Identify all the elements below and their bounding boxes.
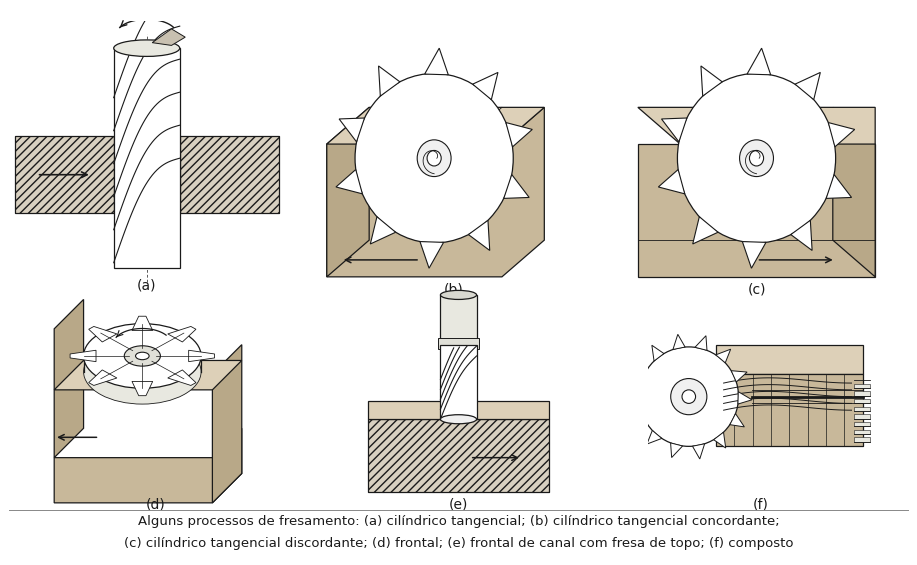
Polygon shape [670, 443, 682, 458]
Circle shape [639, 347, 738, 446]
Polygon shape [469, 220, 490, 250]
Polygon shape [631, 411, 646, 423]
Polygon shape [716, 345, 863, 374]
Polygon shape [168, 370, 196, 385]
Polygon shape [826, 175, 852, 198]
Polygon shape [854, 429, 869, 434]
Polygon shape [54, 428, 242, 503]
Polygon shape [168, 327, 196, 342]
Ellipse shape [440, 415, 477, 424]
Polygon shape [132, 381, 153, 395]
Ellipse shape [417, 140, 451, 177]
Text: (c) cilíndrico tangencial discordante; (d) frontal; (e) frontal de canal com fre: (c) cilíndrico tangencial discordante; (… [124, 537, 793, 550]
Polygon shape [506, 123, 532, 147]
Polygon shape [132, 316, 153, 331]
Polygon shape [189, 350, 215, 362]
Ellipse shape [114, 40, 180, 56]
Text: (c): (c) [747, 282, 766, 297]
Polygon shape [89, 370, 116, 385]
Polygon shape [730, 414, 745, 427]
Polygon shape [652, 345, 664, 361]
Polygon shape [828, 123, 855, 147]
Text: (b): (b) [444, 282, 464, 297]
Polygon shape [854, 384, 869, 388]
Polygon shape [743, 242, 766, 268]
Ellipse shape [740, 140, 773, 177]
Circle shape [682, 390, 696, 403]
Polygon shape [403, 107, 459, 144]
Polygon shape [152, 29, 185, 45]
Polygon shape [326, 107, 545, 144]
Polygon shape [854, 422, 869, 427]
Polygon shape [336, 170, 362, 194]
Polygon shape [625, 389, 640, 402]
Text: (d): (d) [146, 498, 166, 512]
Polygon shape [420, 242, 444, 268]
Polygon shape [795, 72, 821, 99]
Polygon shape [438, 338, 479, 349]
Polygon shape [695, 336, 707, 350]
Ellipse shape [678, 73, 835, 243]
Polygon shape [747, 48, 770, 75]
Ellipse shape [124, 346, 160, 366]
Polygon shape [503, 175, 529, 198]
Text: (e): (e) [448, 498, 469, 512]
Polygon shape [854, 437, 869, 442]
Polygon shape [833, 107, 875, 277]
Polygon shape [713, 432, 725, 448]
Ellipse shape [427, 150, 441, 166]
Polygon shape [440, 295, 477, 345]
Text: (a): (a) [137, 279, 157, 293]
Polygon shape [738, 392, 752, 404]
Ellipse shape [749, 150, 764, 166]
Polygon shape [213, 345, 242, 503]
Polygon shape [661, 118, 687, 142]
Ellipse shape [136, 352, 149, 360]
Polygon shape [716, 374, 863, 446]
Polygon shape [440, 345, 477, 419]
Circle shape [670, 379, 707, 415]
Ellipse shape [440, 290, 477, 299]
Text: (f): (f) [753, 498, 769, 512]
Polygon shape [114, 48, 180, 268]
Polygon shape [731, 371, 747, 382]
Ellipse shape [83, 340, 201, 404]
Polygon shape [368, 419, 549, 492]
Polygon shape [425, 48, 448, 75]
Polygon shape [180, 136, 279, 213]
Polygon shape [646, 431, 662, 444]
Text: Alguns processos de fresamento: (a) cilíndrico tangencial; (b) cilíndrico tangen: Alguns processos de fresamento: (a) cilí… [138, 515, 779, 528]
Polygon shape [854, 414, 869, 419]
Ellipse shape [83, 324, 201, 388]
Polygon shape [326, 107, 370, 277]
Polygon shape [379, 66, 400, 96]
Polygon shape [658, 170, 685, 194]
Polygon shape [370, 217, 395, 244]
Polygon shape [638, 107, 875, 144]
Polygon shape [368, 401, 549, 419]
Polygon shape [634, 366, 647, 380]
Ellipse shape [355, 73, 514, 243]
Polygon shape [54, 360, 242, 390]
Polygon shape [89, 327, 116, 342]
Polygon shape [854, 399, 869, 403]
Polygon shape [54, 299, 83, 458]
Polygon shape [638, 144, 875, 277]
Polygon shape [692, 444, 704, 459]
Polygon shape [854, 391, 869, 395]
Polygon shape [339, 118, 364, 142]
Polygon shape [692, 217, 718, 244]
Polygon shape [673, 334, 685, 350]
Polygon shape [472, 72, 498, 99]
Polygon shape [701, 66, 723, 96]
Polygon shape [15, 136, 114, 213]
Polygon shape [716, 349, 731, 363]
Polygon shape [854, 407, 869, 411]
Polygon shape [790, 220, 812, 250]
Polygon shape [326, 107, 545, 277]
Polygon shape [70, 350, 96, 362]
